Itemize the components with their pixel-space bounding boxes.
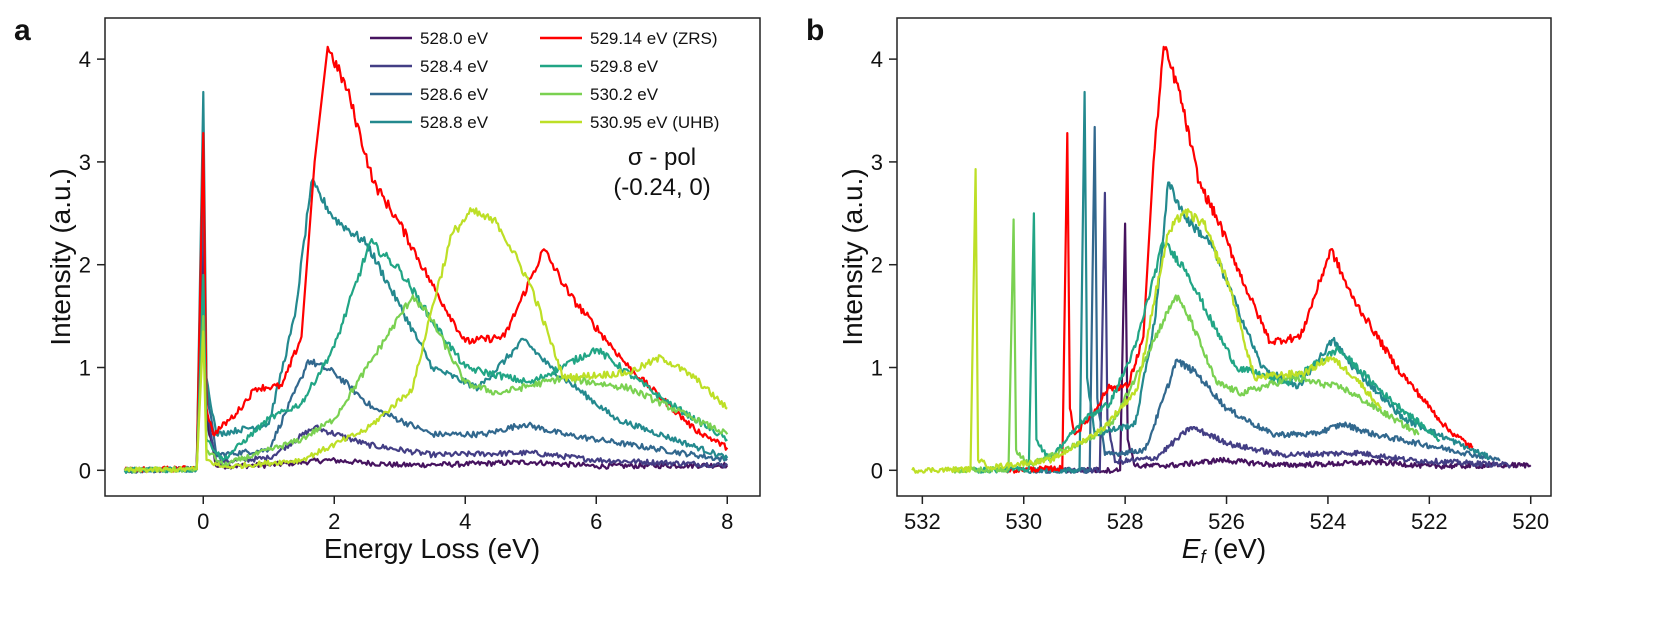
panel-b-ytick-label: 3 <box>871 150 883 175</box>
panel-b-xlabel: Ef (eV) <box>1182 533 1266 567</box>
panel-b-xlabel-symbol: E <box>1182 533 1201 564</box>
panel-b-series-line-2 <box>1033 125 1501 474</box>
legend-entry: 528.0 eV <box>420 29 489 48</box>
panel-b-xlabel-unit: (eV) <box>1206 533 1267 564</box>
panel-a-xtick-label: 2 <box>328 509 340 534</box>
panel-a-series-group <box>123 45 729 474</box>
panel-b-ticks: 532 530 528 526 524 522 520 0 1 2 3 4 <box>871 47 1549 534</box>
panel-a-ytick-label: 0 <box>79 458 91 483</box>
legend-entry: 529.8 eV <box>590 57 659 76</box>
legend-entry: 528.8 eV <box>420 113 489 132</box>
panel-b-xtick-label: 522 <box>1411 509 1448 534</box>
panel-a-xtick-label: 4 <box>459 509 471 534</box>
panel-b-series-group <box>911 45 1532 474</box>
legend-entry: 530.95 eV (UHB) <box>590 113 719 132</box>
panel-b-ytick-label: 4 <box>871 47 883 72</box>
panel-b-ytick-label: 2 <box>871 253 883 278</box>
panel-a-ylabel: Intensity (a.u.) <box>45 168 76 345</box>
panel-b-plot-frame <box>896 17 1552 497</box>
panel-a-series-line-7 <box>124 207 728 474</box>
panel-b-series-line-4 <box>1005 45 1474 474</box>
panel-a-legend: 528.0 eV 528.4 eV 528.6 eV 528.8 eV 529.14 e… <box>370 29 719 132</box>
legend-entry: 528.6 eV <box>420 85 489 104</box>
panel-a-plot-frame <box>104 17 761 497</box>
panel-b-label: b <box>806 14 824 47</box>
panel-a-xtick-label: 8 <box>721 509 733 534</box>
panel-a-xtick-label: 6 <box>590 509 602 534</box>
panel-b-series-line-7 <box>911 168 1383 474</box>
panel-a-xtick-label: 0 <box>197 509 209 534</box>
panel-b-series-line-1 <box>1043 191 1512 474</box>
panel-a: a 0 2 4 6 8 0 1 2 3 4 Energy Loss (eV) Intensity … <box>14 14 761 564</box>
panel-b-xtick-label: 526 <box>1208 509 1245 534</box>
panel-b-ylabel: Intensity (a.u.) <box>837 168 868 345</box>
panel-b-ytick-label: 1 <box>871 356 883 381</box>
panel-a-series-line-4 <box>123 45 729 473</box>
panel-b-series-line-3 <box>1022 90 1491 474</box>
panel-b-xtick-label: 532 <box>904 509 941 534</box>
panel-b-series-line-0 <box>1063 222 1532 474</box>
panel-b-xlabel-subscript: f <box>1200 547 1207 567</box>
panel-a-annotation-pol: σ - pol <box>628 144 696 171</box>
panel-a-ytick-label: 2 <box>79 253 91 278</box>
panel-b-xtick-label: 524 <box>1310 509 1347 534</box>
legend-entry: 528.4 eV <box>420 57 489 76</box>
legend-entry: 530.2 eV <box>590 85 659 104</box>
panel-a-ytick-label: 4 <box>79 47 91 72</box>
panel-a-label: a <box>14 14 31 47</box>
panel-b-xtick-label: 528 <box>1107 509 1144 534</box>
panel-a-series-line-3 <box>123 90 729 474</box>
panel-a-ytick-label: 3 <box>79 150 91 175</box>
panel-b: b 532 530 528 526 524 522 520 0 1 2 3 4 Ef (eV) Int… <box>806 14 1552 567</box>
panel-a-annotation-q: (-0.24, 0) <box>613 174 710 201</box>
panel-b-series-line-6 <box>951 218 1420 474</box>
panel-a-ytick-label: 1 <box>79 356 91 381</box>
panel-b-xtick-label: 530 <box>1005 509 1042 534</box>
panel-a-xlabel: Energy Loss (eV) <box>324 533 540 564</box>
panel-a-ticks: 0 2 4 6 8 0 1 2 3 4 <box>79 47 734 534</box>
panel-b-xtick-label: 520 <box>1512 509 1549 534</box>
panel-b-ytick-label: 0 <box>871 458 883 483</box>
legend-entry: 529.14 eV (ZRS) <box>590 29 718 48</box>
